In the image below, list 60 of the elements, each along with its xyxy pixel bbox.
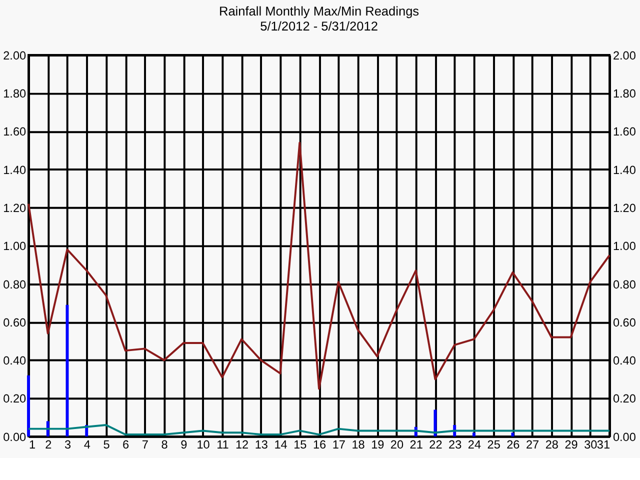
x-tick-label: 16 bbox=[312, 438, 327, 452]
x-tick-label: 6 bbox=[122, 438, 130, 452]
x-tick-label: 20 bbox=[390, 438, 404, 452]
y-tick-label: 1.40 bbox=[3, 164, 26, 177]
y-tick-label: 1.80 bbox=[3, 88, 26, 101]
x-tick-label: 12 bbox=[235, 438, 249, 452]
x-tick-label: 23 bbox=[448, 438, 462, 452]
line-series bbox=[28, 142, 611, 390]
x-tick-label: 31 bbox=[596, 438, 610, 452]
y-tick-label: 2.00 bbox=[3, 49, 26, 62]
bar bbox=[434, 410, 437, 436]
y2-tick-label: 1.80 bbox=[612, 88, 636, 101]
x-tick-label: 17 bbox=[332, 438, 346, 452]
x-tick-label: 3 bbox=[64, 438, 72, 452]
y2-tick-label: 0.60 bbox=[612, 316, 636, 330]
x-tick-label: 30 bbox=[584, 438, 598, 452]
chart-subtitle: 5/1/2012 - 5/31/2012 bbox=[260, 18, 378, 34]
x-tick-label: 27 bbox=[526, 438, 540, 452]
y-tick-label: 0.60 bbox=[3, 316, 26, 330]
bar bbox=[472, 432, 476, 436]
x-tick-label: 15 bbox=[294, 438, 308, 452]
x-tick-label: 22 bbox=[429, 438, 442, 452]
x-tick-label: 7 bbox=[142, 438, 148, 452]
y-tick-label: 0.80 bbox=[3, 278, 26, 292]
x-tick-label: 26 bbox=[506, 438, 520, 452]
x-tick-label: 25 bbox=[487, 438, 501, 452]
x-tick-label: 24 bbox=[468, 438, 482, 452]
y-tick-label: 0.20 bbox=[3, 392, 26, 406]
y2-tick-label: 0.80 bbox=[612, 278, 636, 292]
x-tick-label: 28 bbox=[545, 438, 559, 452]
x-tick-label: 13 bbox=[254, 438, 268, 452]
y2-tick-label: 1.60 bbox=[612, 126, 636, 139]
y-tick-label: 1.20 bbox=[3, 202, 26, 215]
y2-tick-label: 0.40 bbox=[612, 354, 636, 368]
y2-tick-label: 1.20 bbox=[612, 202, 636, 215]
x-tick-label: 18 bbox=[352, 438, 366, 452]
x-tick-label: 29 bbox=[564, 438, 578, 452]
bar bbox=[511, 432, 514, 436]
x-tick-label: 4 bbox=[84, 438, 91, 452]
x-tick-label: 1 bbox=[29, 438, 36, 452]
y2-tick-label: 0.00 bbox=[612, 430, 636, 444]
y2-tick-label: 0.20 bbox=[612, 392, 636, 406]
x-tick-label: 9 bbox=[180, 438, 188, 452]
y2-tick-label: 2.00 bbox=[612, 49, 636, 62]
x-tick-label: 5 bbox=[103, 438, 110, 452]
y-tick-label: 0.00 bbox=[3, 430, 26, 444]
bar bbox=[27, 375, 30, 436]
x-tick-label: 2 bbox=[45, 438, 52, 452]
x-tick-label: 8 bbox=[161, 438, 168, 452]
y2-tick-label: 1.40 bbox=[612, 164, 636, 177]
x-tick-label: 10 bbox=[196, 438, 210, 452]
x-tick-label: 11 bbox=[216, 438, 229, 452]
chart-title: Rainfall Monthly Max/Min Readings bbox=[218, 4, 420, 19]
y2-tick-label: 1.00 bbox=[612, 240, 636, 254]
y-tick-label: 0.40 bbox=[3, 354, 26, 368]
y-tick-label: 1.60 bbox=[3, 126, 26, 139]
x-tick-label: 19 bbox=[371, 438, 384, 452]
x-tick-label: 21 bbox=[410, 438, 423, 452]
x-tick-label: 14 bbox=[274, 438, 288, 452]
y-tick-label: 1.00 bbox=[3, 240, 26, 254]
